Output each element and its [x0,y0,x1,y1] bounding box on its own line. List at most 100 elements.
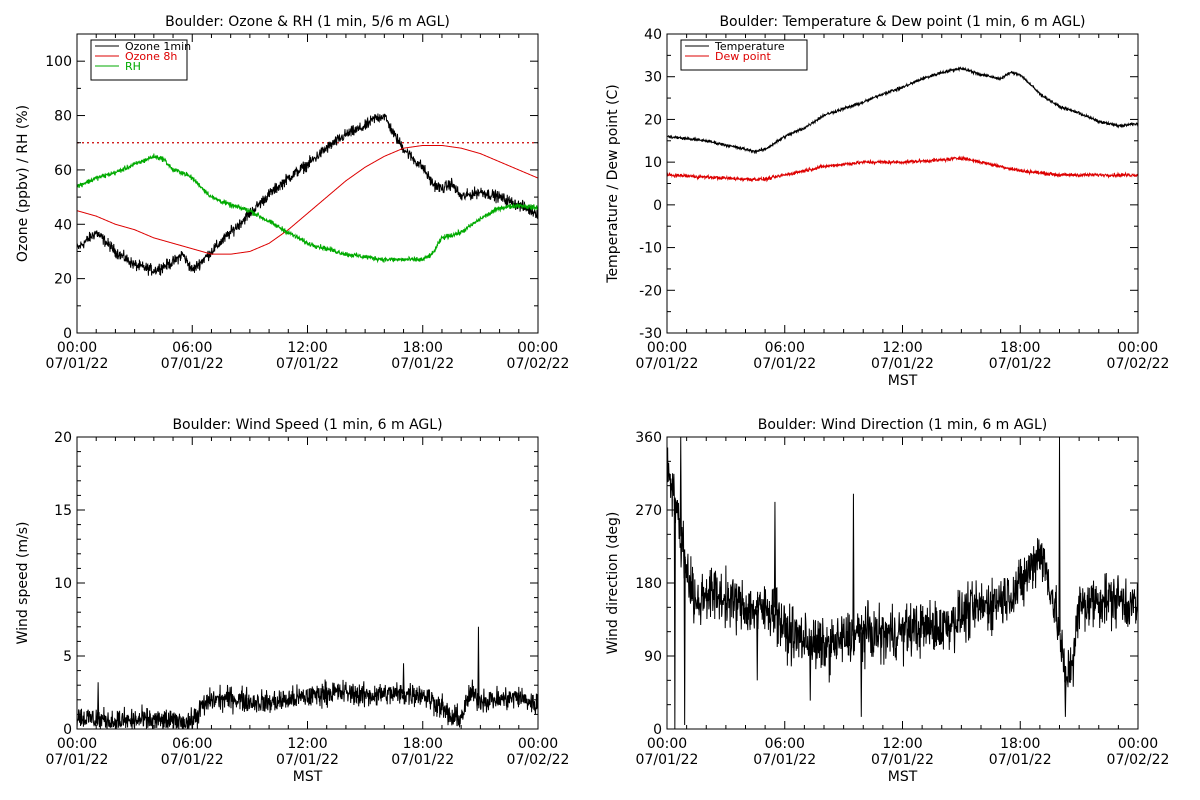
x-tick-date-label: 07/01/22 [161,356,224,372]
series-line-ozone-8h [77,144,538,255]
x-tick-time-label: 00:00 [1118,736,1158,752]
chart-title: Boulder: Wind Speed (1 min, 6 m AGL) [172,417,442,433]
x-tick-date-label: 07/01/22 [753,752,816,768]
x-tick-time-label: 06:00 [765,736,805,752]
y-tick-label: 0 [63,722,72,738]
spike-mark [852,493,855,636]
y-tick-label: 80 [54,109,72,125]
y-tick-label: 0 [653,722,662,738]
y-axis-label: Ozone (ppbv) / RH (%) [15,105,31,262]
x-tick-date-label: 07/01/22 [46,752,109,768]
y-axis-label: Temperature / Dew point (C) [605,84,621,283]
x-tick-date-label: 07/01/22 [753,356,816,372]
plot-area [667,437,1138,729]
spike-mark [1058,441,1061,632]
x-axis-label: MST [888,769,918,785]
y-tick-label: 40 [644,27,662,43]
x-tick-time-label: 00:00 [647,736,687,752]
x-tick-time-label: 18:00 [1000,736,1040,752]
y-tick-label: 5 [63,649,72,665]
y-axis-label: Wind speed (m/s) [15,522,31,645]
spike-mark [756,609,759,681]
x-tick-time-label: 00:00 [57,340,97,356]
spike-mark [683,556,686,725]
legend-label: Temperature [714,40,785,53]
x-tick-date-label: 07/02/22 [507,356,570,372]
legend-label: RH [125,60,141,73]
series-line-1 [667,447,1138,688]
y-tick-label: 20 [54,430,72,446]
x-tick-date-label: 07/01/22 [989,356,1052,372]
legend-label: Ozone 8h [125,50,177,63]
y-axis-label: Wind direction (deg) [605,512,621,655]
x-tick-date-label: 07/01/22 [871,356,934,372]
chart-panel-2: Boulder: Temperature & Dew point (1 min,… [605,14,1169,389]
spike-mark [673,499,676,729]
y-tick-label: 30 [644,70,662,86]
y-tick-label: 270 [635,503,662,519]
y-tick-label: 0 [63,326,72,342]
spike-mark [402,663,405,694]
y-tick-label: 20 [644,112,662,128]
chart-title: Boulder: Wind Direction (1 min, 6 m AGL) [758,417,1047,433]
x-tick-time-label: 00:00 [518,736,558,752]
spike-mark [477,626,480,699]
y-tick-label: 40 [54,217,72,233]
x-tick-date-label: 07/01/22 [46,356,109,372]
plot-area [667,66,1138,183]
x-tick-time-label: 00:00 [57,736,97,752]
x-tick-date-label: 07/01/22 [276,752,339,768]
x-tick-date-label: 07/01/22 [161,752,224,768]
legend-label: Ozone 1min [125,40,191,53]
x-tick-date-label: 07/02/22 [1107,752,1170,768]
x-tick-time-label: 12:00 [882,340,922,356]
x-axis-label: MST [888,373,918,389]
series-line-ozone-1min [77,113,538,276]
x-tick-date-label: 07/01/22 [871,752,934,768]
x-tick-time-label: 00:00 [647,340,687,356]
x-tick-date-label: 07/01/22 [391,752,454,768]
legend-box [680,39,808,71]
x-tick-time-label: 18:00 [1000,340,1040,356]
y-tick-label: -10 [639,241,662,257]
spike-mark [773,501,777,608]
spike-mark [809,642,812,701]
x-tick-time-label: 06:00 [765,340,805,356]
x-tick-date-label: 07/01/22 [989,752,1052,768]
y-tick-label: 60 [54,163,72,179]
x-tick-date-label: 07/02/22 [1107,356,1170,372]
x-tick-date-label: 07/01/22 [391,356,454,372]
spike-mark [97,682,100,720]
y-tick-label: 15 [54,503,72,519]
plot-frame [666,436,1139,730]
plot-area [77,626,538,729]
plot-area [77,113,538,276]
series-line-rh [77,153,538,264]
y-tick-label: 360 [635,430,662,446]
legend-label: Dew point [715,50,771,63]
chart-panel-3: Boulder: Wind Speed (1 min, 6 m AGL) 0 5 10… [15,417,569,785]
x-tick-date-label: 07/01/22 [636,356,699,372]
x-tick-time-label: 00:00 [1118,340,1158,356]
plot-frame [666,33,1139,334]
y-tick-label: 180 [635,576,662,592]
x-tick-time-label: 12:00 [287,340,327,356]
series-line-dew-point [667,155,1138,183]
x-tick-date-label: 07/01/22 [636,752,699,768]
spike-mark [860,632,863,717]
series-line-temperature [667,66,1138,155]
chart-panel-4: Boulder: Wind Direction (1 min, 6 m AGL)… [605,417,1169,785]
y-tick-label: 90 [644,649,662,665]
x-tick-time-label: 18:00 [403,736,443,752]
y-tick-label: 0 [653,198,662,214]
y-tick-label: 10 [54,576,72,592]
series-line-1 [77,679,538,729]
x-tick-time-label: 12:00 [287,736,327,752]
chart-title: Boulder: Temperature & Dew point (1 min,… [719,14,1085,30]
y-tick-label: 100 [45,54,72,70]
y-tick-label: -30 [639,326,662,342]
x-tick-time-label: 00:00 [518,340,558,356]
y-tick-label: 20 [54,272,72,288]
